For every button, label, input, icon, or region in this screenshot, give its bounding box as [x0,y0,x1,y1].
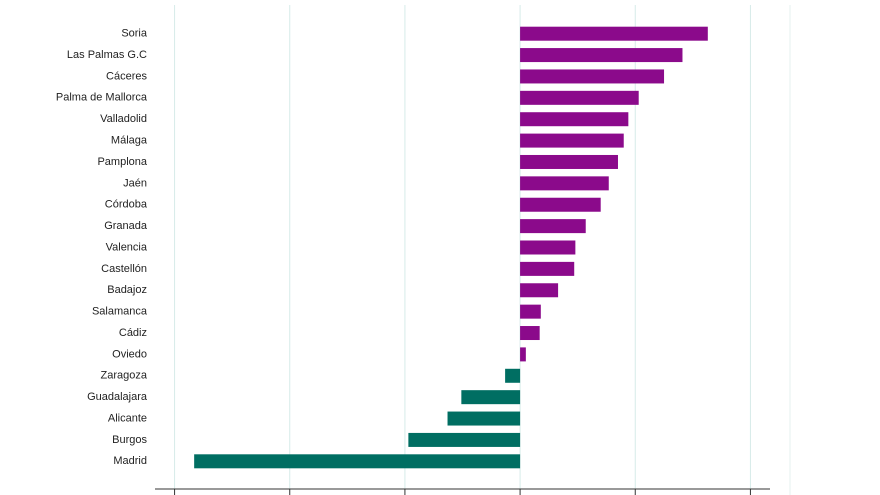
bar [520,154,618,169]
bar [194,454,521,469]
bar [520,261,575,276]
y-tick-label: Guadalajara [87,391,148,403]
y-tick-label: Zaragoza [101,370,148,382]
bar [520,26,708,41]
bar [408,432,521,447]
y-tick-label: Palma de Mallorca [56,92,148,104]
y-tick-label: Valencia [106,241,148,253]
bar [520,48,683,63]
y-tick-label: Jaén [123,177,147,189]
y-tick-label: Burgos [112,434,147,446]
y-tick-label: Pamplona [97,156,147,168]
y-tick-label: Cádiz [119,327,147,339]
bar [520,283,559,298]
bar [461,390,521,405]
y-tick-label: Córdoba [105,199,148,211]
bar [520,240,576,255]
bar [520,197,601,212]
y-tick-label: Badajoz [107,284,147,296]
bar [520,176,609,191]
bar [520,112,629,127]
bar [520,347,526,362]
bar [520,219,586,234]
bar [447,411,521,426]
y-tick-label: Málaga [111,135,148,147]
bar [520,326,540,341]
y-tick-label: Castellón [101,263,147,275]
y-tick-label: Granada [104,220,148,232]
y-tick-label: Madrid [113,455,147,467]
y-tick-label: Soria [121,28,148,40]
bar [520,304,541,319]
y-tick-label: Salamanca [92,306,148,318]
y-tick-label: Valladolid [100,113,147,125]
bar [520,69,665,84]
y-tick-label: Cáceres [106,70,147,82]
y-tick-label: Las Palmas G.C [67,49,147,61]
y-tick-label: Alicante [108,412,147,424]
y-tick-label: Oviedo [112,348,147,360]
bar [520,133,624,148]
bar [505,368,521,383]
bar [520,90,639,105]
